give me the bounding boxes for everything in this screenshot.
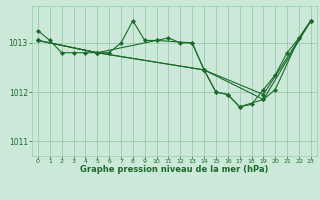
X-axis label: Graphe pression niveau de la mer (hPa): Graphe pression niveau de la mer (hPa) xyxy=(80,165,268,174)
